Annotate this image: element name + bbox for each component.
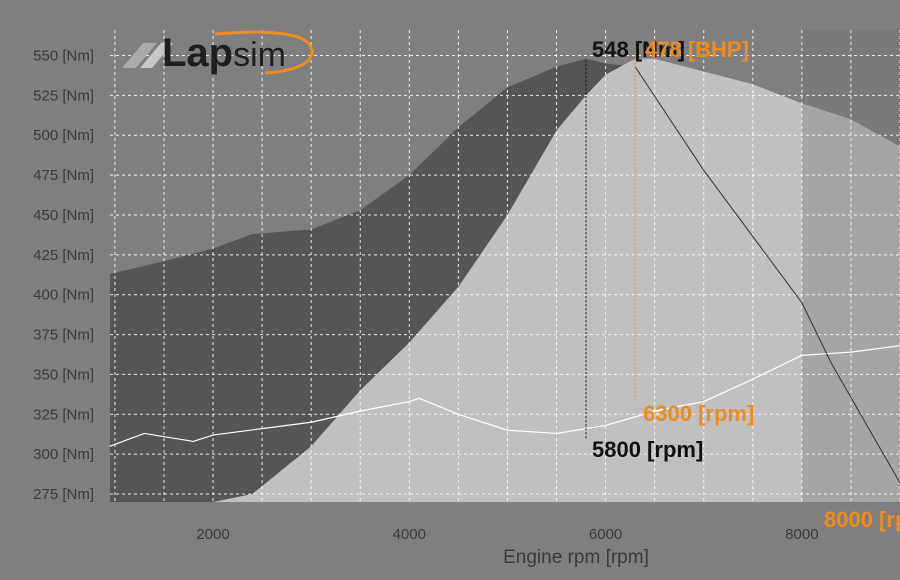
logo-wordmark: Lapsim [162,31,286,75]
y-tick-label: 500 [Nm] [33,127,94,144]
chart-areas [110,30,900,503]
x-tick-label: 8000 [785,526,818,543]
y-tick-label: 325 [Nm] [33,406,94,423]
torque-peak-label: 548 [Nm] [592,37,685,62]
logo-stripe-2 [140,43,173,68]
power-peak-rpm-label: 6300 [rpm] [643,401,754,426]
x-tick-label: 6000 [589,526,622,543]
x-tick-label: 2000 [196,526,229,543]
x-tick-label: 4000 [393,526,426,543]
chart-overlays [109,58,900,484]
logo-stripe-1 [122,43,157,68]
lapsim-logo: Lapsim [122,30,314,75]
logo-text-lap: Lap [162,31,233,75]
logo-swoosh [214,30,314,75]
y-tick-label: 350 [Nm] [33,366,94,383]
y-tick-label: 300 [Nm] [33,446,94,463]
power-peak-label: 478 [BHP] [645,37,749,62]
torque-peak-rpm-label: 5800 [rpm] [592,437,703,462]
y-tick-label: 450 [Nm] [33,207,94,224]
redline-rpm-label: 8000 [rpm] [824,507,900,532]
torque-edge-line [634,66,900,484]
y-tick-label: 550 [Nm] [33,48,94,65]
series-power-area [110,58,900,503]
y-tick-label: 275 [Nm] [33,486,94,503]
chart-annotations: 548 [Nm] 478 [BHP] 5800 [rpm] 6300 [rpm]… [592,37,900,532]
series-other-line [109,345,900,447]
y-tick-label: 475 [Nm] [33,167,94,184]
logo-text-sim: sim [233,36,286,74]
y-tick-label: 400 [Nm] [33,287,94,304]
chart-grid [110,30,900,502]
x-axis-label: Engine rpm [rpm] [503,547,649,568]
y-tick-label: 525 [Nm] [33,87,94,104]
chart-ticks: 275 [Nm] 300 [Nm] 325 [Nm] 350 [Nm] 375 [Nm]… [33,48,818,543]
y-tick-label: 425 [Nm] [33,247,94,264]
y-tick-label: 375 [Nm] [33,327,94,344]
